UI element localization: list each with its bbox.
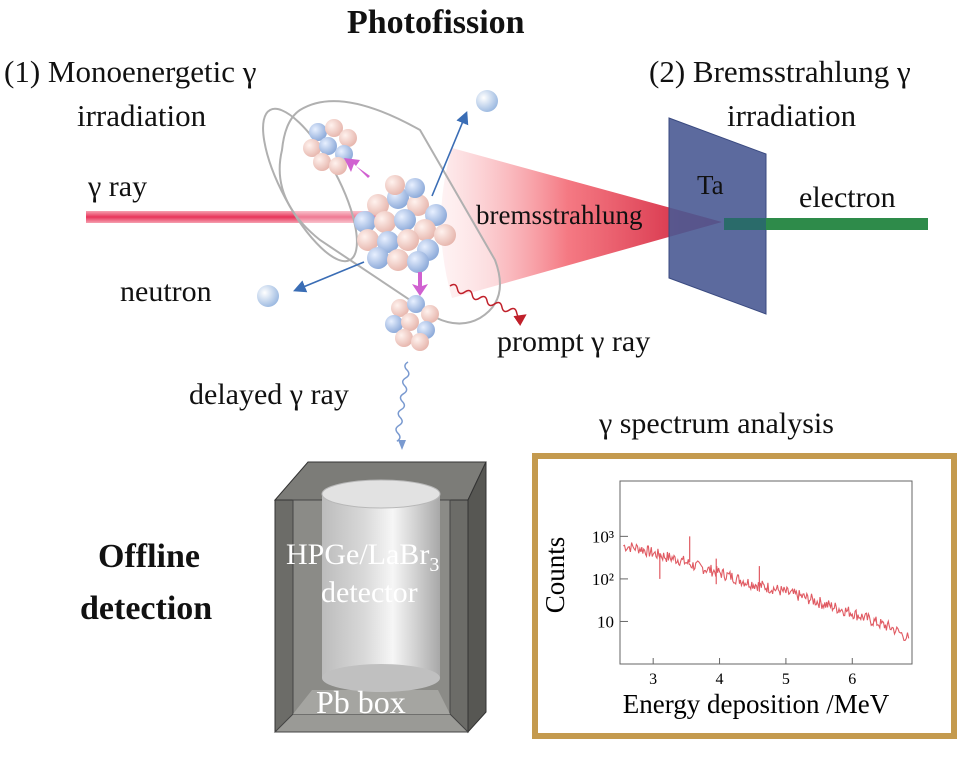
electron-beam [724,218,928,230]
neutron-particle-upper [476,90,498,112]
bremsstrahlung-label: bremsstrahlung [476,200,643,230]
page-title: Photofission [347,4,525,41]
method1-line2: irradiation [77,98,207,133]
bremsstrahlung-cone [441,148,722,298]
target-label: Ta [697,170,724,200]
split-arrow-down [412,272,428,296]
detector-label-line1: HPGe/LaBr3 [286,538,440,576]
chart-ylabel: Counts [540,537,570,614]
detector-subscript: 3 [429,554,440,576]
split-arrow-up [344,158,370,178]
delayed-gamma-wave [395,361,410,442]
gamma-ray-label: γ ray [88,170,148,203]
chart-plot-area [619,480,913,665]
x-tick-label: 5 [782,671,790,688]
delayed-gamma-arrowhead [398,440,406,450]
y-tick-label: 10² [592,570,614,589]
electron-beam-inside-target [724,218,766,230]
prompt-gamma-label: prompt γ ray [497,325,651,358]
method1-line1: (1) Monoenergetic γ [4,54,257,89]
y-tick-label: 10 [597,612,614,631]
neutron-arrow-down [293,261,365,293]
x-tick-label: 6 [848,671,856,688]
fission-fragment-upper [303,119,357,175]
pb-box-label: Pb box [316,684,406,720]
x-tick-label: 4 [716,671,724,688]
prompt-gamma-wave [449,283,527,326]
spectrum-frame [532,453,957,739]
spectrum-chart: 3 4 5 6 10 10² 10³ Energy deposition /MeV Cou… [540,480,913,719]
spectrum-title: γ spectrum analysis [599,407,834,440]
delayed-gamma-label: delayed γ ray [189,378,349,411]
gamma-beam [86,211,376,223]
electron-label: electron [799,181,896,214]
ta-target-plate [668,117,767,315]
detector-label-line2: detector [321,576,418,609]
method2-line2: irradiation [727,98,857,133]
detector-name: HPGe/LaBr [286,538,430,571]
neutron-particle-lower [257,285,279,307]
fission-fragment-lower [385,295,439,351]
method2-line1: (2) Bremsstrahlung γ [649,54,911,89]
neutron-label: neutron [120,275,212,308]
spectrum-series-line [623,542,910,641]
fissioning-nucleus [354,175,456,273]
detector-cylinder [321,479,441,692]
offline-detection-line1: Offline [98,538,200,575]
offline-detection-line2: detection [80,590,213,627]
chart-xlabel: Energy deposition /MeV [623,689,890,719]
neutron-arrow-up [431,111,469,197]
y-tick-label: 10³ [592,527,614,546]
x-tick-label: 3 [649,671,657,688]
